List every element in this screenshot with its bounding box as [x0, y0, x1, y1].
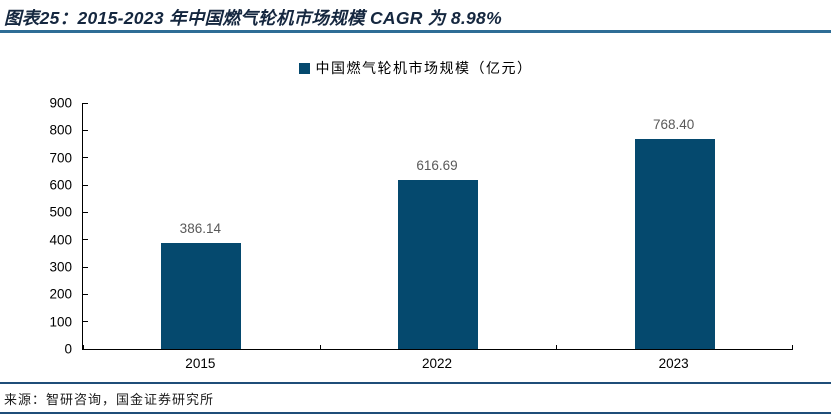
x-axis-tick: [319, 345, 321, 349]
x-axis-category-label: 2022: [421, 356, 453, 371]
bar-2015: [161, 243, 242, 349]
y-axis-tick-label: 800: [49, 122, 72, 138]
legend-swatch-icon: [298, 62, 310, 74]
bottom-border-rule: [0, 412, 831, 414]
y-axis-tick-label: 100: [49, 314, 72, 330]
chart-title: 图表25：2015-2023 年中国燃气轮机市场规模 CAGR 为 8.98%: [4, 8, 502, 28]
y-axis-tick: [83, 321, 88, 323]
x-axis-tick: [556, 345, 558, 349]
y-axis-tick-label: 200: [49, 286, 72, 302]
y-axis-tick-label: 600: [49, 177, 72, 193]
y-axis-tick: [83, 266, 88, 268]
source-note: 来源：智研咨询，国金证券研究所: [4, 392, 215, 407]
y-axis-tick: [83, 293, 88, 295]
y-axis-tick-label: 300: [49, 259, 72, 275]
y-axis-tick-label: 0: [64, 341, 72, 357]
y-axis-tick-label: 900: [49, 95, 72, 111]
plot-area: [82, 102, 793, 350]
y-axis-labels: 0 100 200 300 400 500 600 700 800 900: [0, 96, 72, 357]
y-axis-tick: [83, 211, 88, 213]
title-divider-rule: [0, 30, 831, 33]
legend-label: 中国燃气轮机市场规模（亿元）: [315, 62, 533, 77]
x-axis-tick: [83, 345, 84, 349]
y-axis-tick: [83, 184, 88, 186]
x-axis-tick: [792, 345, 793, 349]
footer-divider-rule: [0, 382, 831, 384]
x-axis-category-label: 2023: [658, 356, 689, 371]
bar-value-label: 768.40: [653, 116, 695, 132]
bar-value-label: 386.14: [179, 221, 221, 237]
y-axis-tick-label: 500: [49, 204, 72, 220]
bar-value-label: 616.69: [416, 158, 458, 174]
y-axis-tick-label: 400: [49, 232, 72, 248]
y-axis-tick: [83, 157, 88, 159]
y-axis-tick: [83, 129, 88, 131]
bar-2022: [398, 180, 478, 349]
chart-legend: 中国燃气轮机市场规模（亿元）: [0, 58, 831, 78]
y-axis-tick: [83, 102, 88, 104]
x-axis-category-label: 2015: [185, 356, 216, 371]
y-axis-tick-label: 700: [49, 150, 72, 166]
y-axis-tick: [83, 239, 88, 241]
bar-2023: [634, 138, 715, 349]
